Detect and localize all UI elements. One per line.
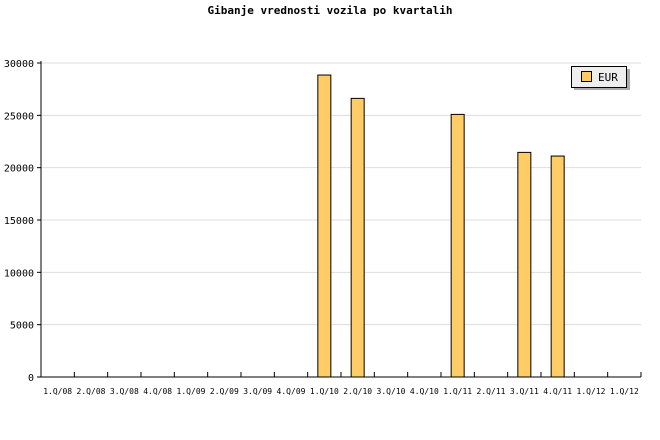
y-tick-label: 5000 <box>10 321 34 332</box>
x-tick-label: 4.Q/11 <box>543 387 572 396</box>
y-tick-label: 0 <box>28 373 34 384</box>
bar-1.Q/11 <box>450 113 465 378</box>
x-tick-label: 1.Q/12 <box>610 387 639 396</box>
bar-1.Q/10 <box>317 74 332 378</box>
y-tick-label: 10000 <box>4 268 34 279</box>
x-tick-label: 1.Q/11 <box>443 387 472 396</box>
x-tick-label: 4.Q/09 <box>277 387 306 396</box>
x-tick-label: 4.Q/08 <box>143 387 172 396</box>
bar-2.Q/10 <box>350 97 365 378</box>
x-tick-label: 3.Q/08 <box>110 387 139 396</box>
chart-title: Gibanje vrednosti vozila po kvartalih <box>207 4 453 17</box>
x-tick-label: 1.Q/08 <box>43 387 72 396</box>
x-tick-label: 2.Q/08 <box>77 387 106 396</box>
legend-swatch <box>581 71 592 82</box>
x-tick-label: 3.Q/10 <box>377 387 406 396</box>
y-tick-label: 30000 <box>4 59 34 70</box>
y-tick-label: 25000 <box>4 111 34 122</box>
x-tick-label: 2.Q/11 <box>477 387 506 396</box>
x-tick-label: 4.Q/10 <box>410 387 439 396</box>
bar-3.Q/11 <box>517 151 532 378</box>
x-tick-label: 1.Q/10 <box>310 387 339 396</box>
x-tick-label: 2.Q/10 <box>343 387 372 396</box>
legend-label: EUR <box>598 71 618 84</box>
x-tick-label: 1.Q/09 <box>177 387 206 396</box>
x-tick-label: 3.Q/11 <box>510 387 539 396</box>
x-tick-label: 1.Q/12 <box>577 387 606 396</box>
y-tick-label: 15000 <box>4 216 34 227</box>
x-tick-label: 3.Q/09 <box>243 387 272 396</box>
bar-4.Q/11 <box>550 155 565 378</box>
y-tick-label: 20000 <box>4 164 34 175</box>
x-tick-label: 2.Q/09 <box>210 387 239 396</box>
